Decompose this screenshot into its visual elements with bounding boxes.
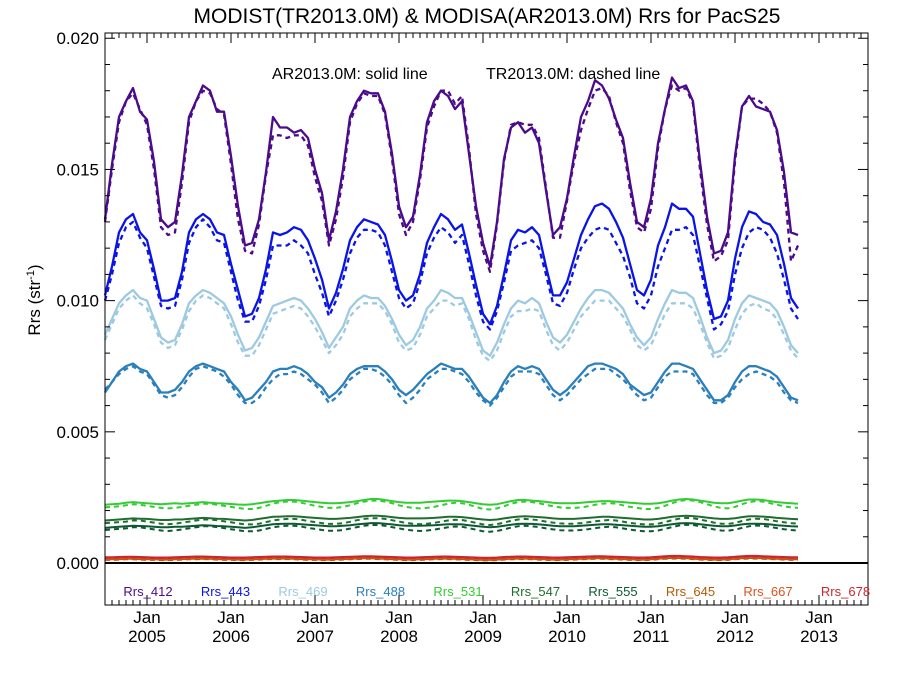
rrs-531-solid-line — [104, 498, 799, 506]
y-axis-title-main: Rrs (str — [25, 280, 44, 336]
x-tick-label-year: 2009 — [464, 627, 502, 646]
legend-item-rrs-443: Rrs_443 — [201, 584, 250, 599]
x-tick-label-year: 2006 — [212, 627, 250, 646]
x-tick-label-year: 2013 — [800, 627, 838, 646]
y-tick-label: 0.020 — [56, 29, 99, 48]
legend: Rrs_412 Rrs_443 Rrs_469 Rrs_488 Rrs_531 Rrs_5… — [123, 584, 870, 599]
x-tick-label-month: Jan — [133, 608, 160, 627]
rrs-488-solid-line — [104, 362, 799, 405]
x-tick-label-year: 2010 — [548, 627, 586, 646]
rrs-443-solid-line — [103, 202, 799, 326]
legend-item-rrs-531: Rrs_531 — [433, 584, 482, 599]
y-axis-title-end: ) — [25, 264, 44, 270]
y-tick-label: 0.000 — [56, 554, 99, 573]
x-tick-label-month: Jan — [385, 608, 412, 627]
rrs-469-dashed-line — [103, 294, 799, 363]
axes-layer: 0.0000.0050.0100.0150.020Jan2005Jan2006J… — [56, 29, 869, 646]
rrs-531-dashed-line — [104, 499, 799, 511]
rrs-412-solid-line — [103, 76, 799, 268]
y-tick-label: 0.015 — [56, 160, 99, 179]
rrs-678-dashed-line — [105, 555, 798, 560]
y-tick-label: 0.010 — [56, 292, 99, 311]
x-tick-label-month: Jan — [301, 608, 328, 627]
rrs-555-solid-line — [104, 522, 799, 529]
x-tick-label-year: 2008 — [380, 627, 418, 646]
y-axis-title-superscript: -1 — [25, 270, 37, 280]
x-tick-label-month: Jan — [469, 608, 496, 627]
legend-item-rrs-667: Rrs_667 — [743, 584, 792, 599]
legend-item-rrs-645: Rrs_645 — [666, 584, 715, 599]
rrs-469-solid-line — [103, 288, 799, 357]
x-tick-label-year: 2007 — [296, 627, 334, 646]
x-tick-label-month: Jan — [721, 608, 748, 627]
rrs-645-dashed-line — [105, 557, 798, 562]
series-layer — [103, 76, 800, 562]
plot-frame — [104, 32, 869, 606]
x-tick-label-year: 2012 — [716, 627, 754, 646]
legend-item-rrs-469: Rrs_469 — [278, 584, 327, 599]
rrs-443-dashed-line — [103, 218, 799, 331]
x-tick-label-year: 2011 — [633, 627, 670, 646]
svg-text:Rrs (str-1): Rrs (str-1) — [25, 264, 44, 335]
rrs-547-solid-line — [104, 514, 799, 522]
x-tick-label-month: Jan — [217, 608, 244, 627]
y-tick-label: 0.005 — [56, 423, 99, 442]
x-tick-label-month: Jan — [637, 608, 664, 627]
annotation-dashed: TR2013.0M: dashed line — [486, 66, 660, 83]
x-tick-label-month: Jan — [805, 608, 832, 627]
legend-item-rrs-678: Rrs_678 — [821, 584, 870, 599]
x-tick-label-month: Jan — [553, 608, 580, 627]
y-axis-title: Rrs (str-1) — [25, 264, 44, 335]
rrs-488-dashed-line — [104, 365, 799, 407]
legend-item-rrs-555: Rrs_555 — [588, 584, 637, 599]
chart-title: MODIST(TR2013.0M) & MODISA(AR2013.0M) Rr… — [194, 5, 781, 28]
legend-item-rrs-547: Rrs_547 — [511, 584, 560, 599]
rrs-667-dashed-line — [105, 556, 798, 561]
x-tick-label-year: 2005 — [128, 627, 166, 646]
annotation-solid: AR2013.0M: solid line — [272, 66, 428, 83]
legend-item-rrs-488: Rrs_488 — [356, 584, 405, 599]
legend-item-rrs-412: Rrs_412 — [123, 584, 172, 599]
